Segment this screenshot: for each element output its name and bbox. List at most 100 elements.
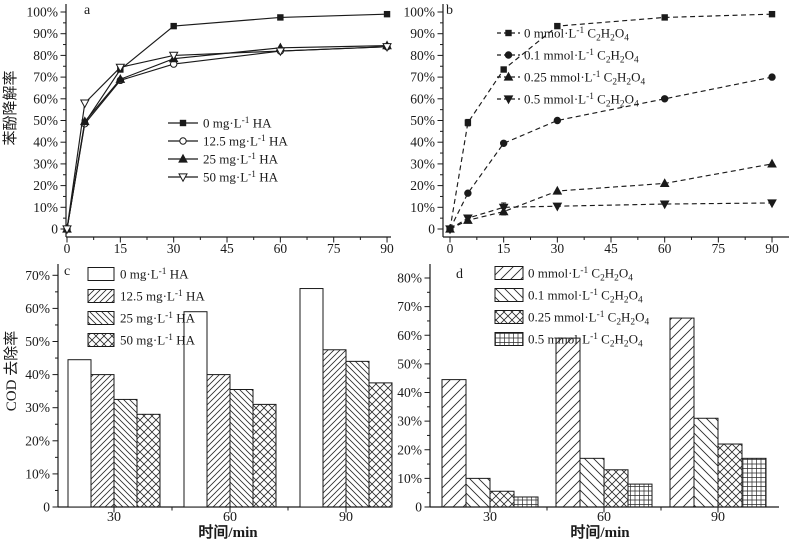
svg-text:45: 45 bbox=[604, 241, 618, 256]
panel-b: 0 10% 20% 30% 40% 50% 60% 70% 80% 90% 100% b 0 15 30 45… bbox=[404, 3, 789, 256]
svg-text:50%: 50% bbox=[410, 113, 435, 128]
svg-text:COD 去除率: COD 去除率 bbox=[3, 331, 20, 411]
svg-text:90: 90 bbox=[765, 241, 779, 256]
panel-a-xticks: 0 15 30 45 60 75 90 bbox=[64, 237, 394, 256]
svg-text:0.5 mmol·L-1 C2H2O4: 0.5 mmol·L-1 C2H2O4 bbox=[528, 332, 643, 350]
panel-b-letter: b bbox=[446, 3, 453, 18]
svg-text:90: 90 bbox=[711, 510, 725, 525]
panel-a-series-3 bbox=[62, 43, 392, 235]
svg-text:90: 90 bbox=[339, 510, 353, 525]
panel-b-series-0 bbox=[446, 10, 776, 233]
panel-a-ylabel: 苯酚降解率 bbox=[2, 70, 19, 145]
panel-a-ytick-labels: 0 10% 20% 30% 40% 50% 60% 70% 80% 90% 100% bbox=[27, 5, 59, 237]
svg-text:90%: 90% bbox=[410, 26, 435, 41]
svg-text:60%: 60% bbox=[397, 328, 422, 343]
svg-text:30: 30 bbox=[107, 510, 121, 525]
svg-text:10%: 10% bbox=[33, 200, 58, 215]
panel-c-series-3 bbox=[136, 382, 393, 508]
panel-a-legend: 0 mg·L-1 HA 12.5 mg·L-1 HA 25 mg·L-1 HA 50 … bbox=[168, 116, 288, 185]
svg-text:25 mg·L-1 HA: 25 mg·L-1 HA bbox=[203, 152, 279, 167]
panel-b-xticks: 0 15 30 45 60 75 90 bbox=[447, 237, 779, 256]
panel-b-axes bbox=[437, 4, 789, 238]
svg-text:0: 0 bbox=[447, 241, 454, 256]
svg-text:90%: 90% bbox=[33, 26, 58, 41]
svg-text:70%: 70% bbox=[25, 268, 50, 283]
svg-text:15: 15 bbox=[497, 241, 511, 256]
svg-text:30: 30 bbox=[167, 241, 181, 256]
svg-text:50%: 50% bbox=[25, 334, 50, 349]
svg-text:0.5 mmol·L-1 C2H2O4: 0.5 mmol·L-1 C2H2O4 bbox=[524, 92, 639, 110]
panel-a-letter: a bbox=[84, 3, 91, 18]
svg-text:30%: 30% bbox=[33, 156, 58, 171]
svg-text:20%: 20% bbox=[397, 442, 422, 457]
svg-text:75: 75 bbox=[327, 241, 341, 256]
svg-text:b: b bbox=[446, 3, 453, 18]
panel-d-ytick-labels: 0 10% 20% 30% 40% 50% 60% 70% 80% bbox=[397, 271, 422, 515]
svg-text:20%: 20% bbox=[25, 433, 50, 448]
panel-d-letter: d bbox=[456, 267, 463, 282]
svg-text:75: 75 bbox=[712, 241, 726, 256]
panel-a: 0 10% 20% 30% 40% 50% 60% 70% 80% 90% 100% a 苯酚降解率 0 1… bbox=[2, 3, 394, 256]
svg-text:100%: 100% bbox=[404, 5, 436, 20]
svg-text:10%: 10% bbox=[397, 471, 422, 486]
svg-text:90: 90 bbox=[380, 241, 394, 256]
panel-c-ytick-labels: 0 10% 20% 30% 40% 50% 60% 70% bbox=[25, 268, 50, 515]
svg-text:12.5 mg·L-1 HA: 12.5 mg·L-1 HA bbox=[120, 289, 205, 304]
svg-text:40%: 40% bbox=[25, 367, 50, 382]
svg-text:30%: 30% bbox=[25, 400, 50, 415]
panel-b-legend: 0 mmol·L-1 C2H2O4 0.1 mmol·L-1 C2H2O4 0.25… bbox=[497, 26, 645, 110]
panel-b-series-2 bbox=[445, 158, 777, 233]
panel-c-xticks: 30 60 90 时间/min bbox=[107, 507, 353, 541]
svg-text:50 mg·L-1 HA: 50 mg·L-1 HA bbox=[120, 333, 196, 348]
svg-text:70%: 70% bbox=[410, 70, 435, 85]
svg-text:45: 45 bbox=[220, 241, 234, 256]
svg-text:10%: 10% bbox=[410, 200, 435, 215]
panel-c-ylabel: COD 去除率 bbox=[3, 331, 20, 411]
svg-text:60%: 60% bbox=[410, 91, 435, 106]
svg-text:0.1 mmol·L-1 C2H2O4: 0.1 mmol·L-1 C2H2O4 bbox=[524, 48, 639, 66]
svg-text:10%: 10% bbox=[25, 466, 50, 481]
svg-text:0: 0 bbox=[43, 500, 50, 515]
svg-text:苯酚降解率: 苯酚降解率 bbox=[2, 70, 19, 145]
panel-d-series-2 bbox=[489, 443, 743, 508]
svg-text:d: d bbox=[456, 267, 463, 282]
svg-text:20%: 20% bbox=[410, 178, 435, 193]
panel-c-series-0 bbox=[67, 288, 324, 508]
svg-text:0: 0 bbox=[64, 241, 71, 256]
svg-text:60%: 60% bbox=[25, 301, 50, 316]
svg-text:30: 30 bbox=[551, 241, 565, 256]
svg-text:100%: 100% bbox=[27, 5, 59, 20]
panel-c: 0 10% 20% 30% 40% 50% 60% 70% c COD 去除率 30 60 90 时间/m… bbox=[3, 264, 393, 541]
svg-text:40%: 40% bbox=[397, 385, 422, 400]
svg-text:时间/min: 时间/min bbox=[570, 523, 630, 541]
svg-text:0.25 mmol·L-1 C2H2O4: 0.25 mmol·L-1 C2H2O4 bbox=[528, 310, 649, 328]
svg-text:0 mmol·L-1 C2H2O4: 0 mmol·L-1 C2H2O4 bbox=[524, 26, 629, 44]
svg-text:30%: 30% bbox=[397, 414, 422, 429]
panel-d: 0 10% 20% 30% 40% 50% 60% 70% 80% d 30 60 90 时间/min 0 … bbox=[397, 264, 779, 541]
panel-c-legend: 0 mg·L-1 HA 12.5 mg·L-1 HA 25 mg·L-1 HA 50 … bbox=[87, 267, 205, 348]
svg-text:50%: 50% bbox=[33, 113, 58, 128]
panel-d-xticks: 30 60 90 时间/min bbox=[483, 507, 725, 541]
svg-text:70%: 70% bbox=[397, 299, 422, 314]
svg-text:15: 15 bbox=[114, 241, 128, 256]
svg-text:0: 0 bbox=[415, 500, 422, 515]
panel-c-letter: c bbox=[64, 264, 70, 279]
svg-text:80%: 80% bbox=[410, 48, 435, 63]
svg-text:0: 0 bbox=[51, 222, 58, 237]
svg-text:30%: 30% bbox=[410, 156, 435, 171]
svg-text:0.25 mmol·L-1 C2H2O4: 0.25 mmol·L-1 C2H2O4 bbox=[524, 70, 645, 88]
svg-text:0.1 mmol·L-1 C2H2O4: 0.1 mmol·L-1 C2H2O4 bbox=[528, 288, 643, 306]
svg-text:12.5 mg·L-1 HA: 12.5 mg·L-1 HA bbox=[203, 134, 288, 149]
panel-d-series-3 bbox=[513, 457, 767, 508]
svg-text:60%: 60% bbox=[33, 91, 58, 106]
svg-text:40%: 40% bbox=[33, 135, 58, 150]
svg-text:20%: 20% bbox=[33, 178, 58, 193]
svg-text:50 mg·L-1 HA: 50 mg·L-1 HA bbox=[203, 170, 279, 185]
svg-text:60: 60 bbox=[274, 241, 288, 256]
svg-text:时间/min: 时间/min bbox=[198, 523, 258, 541]
svg-text:60: 60 bbox=[597, 510, 611, 525]
panel-d-series-0 bbox=[441, 317, 695, 508]
svg-text:70%: 70% bbox=[33, 70, 58, 85]
panel-d-legend: 0 mmol·L-1 C2H2O4 0.1 mmol·L-1 C2H2O4 0.25… bbox=[494, 266, 649, 350]
